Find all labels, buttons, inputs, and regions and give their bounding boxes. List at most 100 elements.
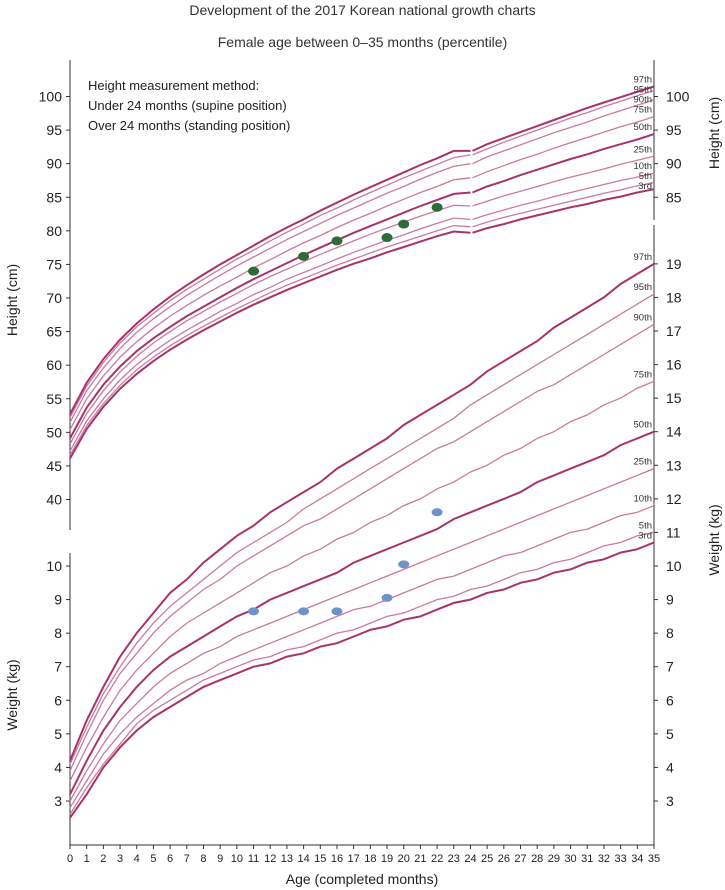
x-tick-label: 31	[581, 853, 593, 865]
x-tick-label: 16	[331, 853, 343, 865]
note-line-3: Over 24 months (standing position)	[88, 118, 291, 133]
weight-curve-3rd	[69, 541, 655, 819]
height-data-point	[248, 266, 260, 276]
x-tick-label: 10	[231, 853, 243, 865]
left-height-tick-label: 95	[46, 122, 62, 138]
height-percentile-label-97th: 97th	[634, 74, 653, 85]
right-height-axis-title: Height (cm)	[706, 97, 722, 169]
weight-percentile-label-10th: 10th	[634, 494, 653, 505]
left-weight-tick-label: 10	[46, 558, 62, 574]
height-curve-5th-standing	[472, 181, 655, 228]
right-weight-tick-label: 7	[666, 659, 674, 675]
height-percentile-label-75th: 75th	[634, 105, 653, 116]
x-tick-label: 27	[514, 853, 526, 865]
x-tick-label: 24	[464, 853, 476, 865]
x-tick-label: 35	[648, 853, 660, 865]
right-weight-tick-label: 14	[666, 424, 682, 440]
weight-curve-5th	[69, 531, 655, 815]
x-tick-label: 0	[67, 853, 73, 865]
left-weight-tick-label: 4	[54, 759, 62, 775]
height-curve-10th-standing	[472, 172, 655, 221]
left-height-tick-label: 65	[46, 324, 62, 340]
weight-data-point	[331, 607, 343, 616]
height-curve-97th-standing	[472, 85, 655, 152]
height-curve-3rd-standing	[472, 188, 655, 234]
left-height-tick-label: 85	[46, 189, 62, 205]
left-weight-tick-label: 6	[54, 692, 62, 708]
weight-curve-50th	[69, 430, 655, 795]
weight-curve-90th	[69, 323, 655, 772]
height-data-point	[381, 233, 393, 243]
height-percentile-label-90th: 90th	[634, 94, 653, 105]
left-weight-tick-label: 9	[54, 592, 62, 608]
x-tick-label: 20	[398, 853, 410, 865]
right-weight-tick-label: 6	[666, 692, 674, 708]
right-weight-axis-title: Weight (kg)	[706, 504, 722, 575]
x-axis-title: Age (completed months)	[286, 871, 439, 887]
chart-subtitle: Female age between 0–35 months (percenti…	[217, 34, 508, 50]
x-tick-label: 14	[297, 853, 309, 865]
left-height-tick-label: 55	[46, 391, 62, 407]
left-weight-tick-label: 7	[54, 659, 62, 675]
left-height-tick-label: 100	[39, 89, 63, 105]
height-percentile-label-3rd: 3rd	[638, 181, 652, 192]
height-curve-3rd-supine	[69, 230, 471, 459]
weight-percentile-label-97th: 97th	[634, 252, 653, 263]
x-tick-label: 15	[314, 853, 326, 865]
weight-curve-25th	[69, 467, 655, 802]
right-weight-tick-label: 13	[666, 457, 682, 473]
x-tick-label: 30	[564, 853, 576, 865]
x-tick-label: 29	[548, 853, 560, 865]
left-height-axis-title: Height (cm)	[4, 264, 20, 336]
height-percentile-label-95th: 95th	[634, 84, 653, 95]
right-weight-tick-label: 18	[666, 289, 682, 305]
left-height-tick-label: 45	[46, 458, 62, 474]
x-tick-label: 26	[498, 853, 510, 865]
weight-data-point	[381, 593, 393, 602]
x-tick-label: 33	[615, 853, 627, 865]
height-curve-95th-supine	[69, 154, 471, 418]
height-data-point	[298, 251, 310, 261]
weight-data-point	[248, 607, 260, 616]
weight-data-point	[431, 508, 443, 517]
x-tick-label: 22	[431, 853, 443, 865]
right-weight-tick-label: 19	[666, 256, 682, 272]
x-tick-label: 28	[531, 853, 543, 865]
weight-percentile-label-75th: 75th	[634, 369, 653, 380]
right-weight-tick-label: 8	[666, 625, 674, 641]
note-line-2: Under 24 months (supine position)	[88, 98, 287, 113]
height-data-point	[331, 236, 343, 246]
left-height-tick-label: 90	[46, 156, 62, 172]
height-percentile-label-50th: 50th	[634, 122, 653, 133]
right-weight-tick-label: 4	[666, 759, 674, 775]
height-percentile-label-5th: 5th	[639, 171, 652, 182]
left-weight-axis-title: Weight (kg)	[4, 659, 20, 730]
weight-curve-97th	[69, 263, 655, 762]
x-tick-label: 17	[348, 853, 360, 865]
x-tick-label: 1	[84, 853, 90, 865]
left-weight-tick-label: 3	[54, 793, 62, 809]
x-tick-label: 21	[414, 853, 426, 865]
height-data-point	[431, 202, 443, 212]
right-weight-tick-label: 11	[666, 524, 681, 540]
weight-curve-95th	[69, 293, 655, 765]
x-tick-label: 7	[184, 853, 190, 865]
x-tick-label: 6	[167, 853, 173, 865]
height-curve-97th-supine	[69, 149, 471, 415]
height-curve-50th-supine	[69, 191, 471, 439]
x-tick-label: 19	[381, 853, 393, 865]
x-tick-label: 3	[117, 853, 123, 865]
height-curve-90th-supine	[69, 163, 471, 423]
x-tick-label: 18	[364, 853, 376, 865]
weight-data-point	[298, 607, 310, 616]
right-weight-tick-label: 10	[666, 558, 682, 574]
right-weight-tick-label: 17	[666, 323, 682, 339]
right-weight-tick-label: 12	[666, 491, 682, 507]
x-tick-label: 12	[264, 853, 276, 865]
x-tick-label: 13	[281, 853, 293, 865]
weight-percentile-label-5th: 5th	[639, 520, 652, 531]
x-tick-label: 25	[481, 853, 493, 865]
x-tick-label: 23	[448, 853, 460, 865]
x-tick-label: 34	[631, 853, 643, 865]
